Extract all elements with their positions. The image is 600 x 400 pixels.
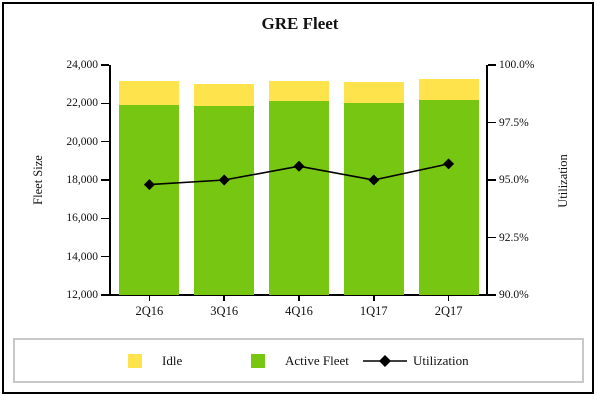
right-axis-tick-label: 90.0% <box>499 289 529 301</box>
bar-segment-active-fleet <box>418 99 479 295</box>
left-axis-tick-label: 16,000 <box>66 212 98 225</box>
left-axis-tick <box>101 294 109 296</box>
right-axis-line <box>486 65 488 296</box>
left-axis-tick-label: 18,000 <box>66 174 98 186</box>
right-axis-tick-label: 97.5% <box>499 116 529 129</box>
legend: Idle Active Fleet Utilization <box>13 338 584 383</box>
x-axis-category-label: 4Q16 <box>285 304 313 318</box>
utilization-marker-diamond <box>443 158 455 170</box>
plot-area <box>112 65 486 295</box>
x-axis-tick <box>447 296 450 301</box>
right-axis-tick-label: 100.0% <box>499 59 535 71</box>
right-axis-tick <box>488 179 496 181</box>
bar-segment-idle <box>269 81 329 102</box>
bottom-axis-line <box>109 294 488 296</box>
x-axis-tick <box>148 296 151 301</box>
left-axis-tick <box>101 140 109 143</box>
left-axis-tick-label: 14,000 <box>66 250 98 263</box>
x-axis-tick <box>298 296 300 301</box>
utilization-marker-diamond <box>368 174 380 186</box>
right-axis-tick <box>488 294 496 296</box>
utilization-line-layer <box>143 158 455 191</box>
bar-segment-idle <box>194 84 255 107</box>
right-axis-title: Utilization <box>556 154 570 208</box>
utilization-marker-diamond <box>143 179 155 191</box>
x-axis-category-label: 2Q17 <box>434 304 463 318</box>
left-axis-tick <box>101 179 109 181</box>
right-axis-tick <box>488 64 496 66</box>
x-axis-tick <box>373 296 375 301</box>
left-axis-tick <box>101 217 109 220</box>
utilization-marker-diamond <box>218 174 230 186</box>
left-axis-tick <box>101 255 109 258</box>
legend-label-utilization: Utilization <box>413 353 469 368</box>
legend-swatch-active-fleet <box>251 354 265 368</box>
right-axis-tick <box>488 121 496 124</box>
x-axis-category-label: 2Q16 <box>135 304 164 318</box>
x-axis-category-label: 3Q16 <box>210 304 239 318</box>
bar-segment-idle <box>343 82 404 104</box>
left-axis-tick <box>101 64 109 66</box>
bar-segment-active-fleet <box>194 106 255 295</box>
x-axis-tick <box>223 296 225 301</box>
chart-title: GRE Fleet <box>261 14 339 33</box>
right-axis-tick-label: 92.5% <box>499 231 529 244</box>
left-axis-tick <box>101 102 109 105</box>
left-axis-tick-label: 22,000 <box>66 97 98 110</box>
bar-segment-idle <box>119 81 180 106</box>
bar-segment-active-fleet <box>119 105 180 295</box>
left-axis-line <box>109 65 111 296</box>
legend-swatch-idle <box>128 354 142 368</box>
left-axis-tick-label: 20,000 <box>66 135 98 148</box>
chart-frame-border <box>2 2 594 394</box>
bar-segment-active-fleet <box>343 103 404 295</box>
utilization-marker-diamond <box>293 160 305 172</box>
left-axis-tick-label: 24,000 <box>66 59 98 71</box>
legend-utilization-marker-icon <box>363 355 407 367</box>
x-axis-category-label: 1Q17 <box>359 304 388 318</box>
right-axis-tick-label: 95.0% <box>499 174 529 186</box>
legend-label-active-fleet: Active Fleet <box>285 353 349 368</box>
legend-label-idle: Idle <box>162 353 183 368</box>
right-axis-tick <box>488 236 496 239</box>
bar-segment-active-fleet <box>269 101 329 295</box>
bar-segment-idle <box>418 79 479 100</box>
left-axis-tick-label: 12,000 <box>66 289 98 301</box>
